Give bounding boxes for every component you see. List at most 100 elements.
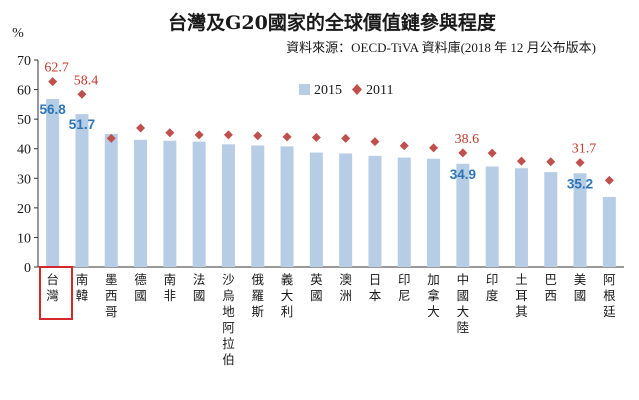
marker-2011 — [604, 175, 614, 185]
category-label-char: 阿 — [222, 320, 235, 335]
category-label-char: 廷 — [603, 304, 616, 319]
category-label-char: 韓 — [76, 288, 89, 303]
category-label-char: 法 — [193, 272, 206, 287]
bar-2015 — [134, 139, 148, 267]
category-label-char: 加 — [427, 272, 440, 287]
bar-2015 — [573, 173, 587, 267]
marker-2011 — [165, 128, 175, 138]
bar-2015 — [309, 152, 323, 267]
legend-swatch-2015 — [299, 84, 310, 95]
bar-2015 — [427, 158, 441, 267]
category-label-char: 羅 — [251, 288, 264, 303]
category-label-char: 墨 — [105, 272, 118, 287]
category-label-char: 印 — [486, 272, 499, 287]
category-label-char: 大 — [281, 288, 294, 303]
category-label-char: 其 — [515, 304, 528, 319]
marker-2011 — [546, 157, 556, 167]
category-label-char: 國 — [310, 288, 323, 303]
bar-2015 — [602, 196, 616, 267]
category-label-char: 地 — [222, 304, 235, 319]
category-label-char: 非 — [164, 288, 177, 303]
y-tick-label: 10 — [17, 231, 31, 246]
data-label-2011: 31.7 — [572, 142, 597, 157]
category-label-char: 英 — [310, 272, 323, 287]
category-label-char: 洲 — [339, 288, 352, 303]
category-label-char: 國 — [193, 288, 206, 303]
category-label-char: 南 — [76, 272, 89, 287]
category-label-char: 義 — [281, 272, 294, 287]
bar-2015 — [192, 141, 206, 267]
marker-2011 — [341, 133, 351, 143]
y-tick-label: 20 — [17, 202, 31, 217]
chart-subtitle: 資料來源：OECD-TiVA 資料庫(2018 年 12 月公布版本) — [286, 40, 596, 55]
bar-2015 — [75, 114, 89, 267]
category-label-char: 伯 — [222, 352, 235, 367]
category-label-char: 國 — [574, 288, 587, 303]
y-tick-label: 0 — [24, 261, 31, 276]
legend: 2015 2011 — [299, 83, 393, 98]
marker-2011 — [194, 130, 204, 140]
marker-2011 — [516, 156, 526, 166]
marker-2011 — [223, 130, 233, 140]
category-label-char: 尼 — [398, 288, 411, 303]
category-label-char: 巴 — [544, 272, 557, 287]
category-label-char: 根 — [603, 288, 616, 303]
category-label-char: 拿 — [427, 288, 440, 303]
bar-2015 — [46, 99, 60, 267]
bar-2015 — [221, 144, 235, 267]
bar-2015 — [163, 140, 177, 267]
category-label-char: 哥 — [105, 304, 118, 319]
data-label-2015: 51.7 — [69, 117, 95, 132]
category-label-char: 阿 — [603, 272, 616, 287]
bar-2015 — [339, 153, 353, 267]
bar-2015 — [280, 146, 294, 267]
y-tick-label: 30 — [17, 172, 31, 187]
marker-2011 — [136, 123, 146, 133]
marker-2011 — [575, 158, 585, 168]
marker-2011 — [429, 143, 439, 153]
bar-2015 — [368, 155, 382, 267]
marker-2011 — [106, 133, 116, 143]
category-label-char: 斯 — [251, 304, 264, 319]
marker-2011 — [282, 132, 292, 142]
marker-2011 — [48, 77, 58, 87]
bar-2015 — [544, 172, 558, 267]
data-label-2015: 35.2 — [567, 176, 593, 191]
category-label-char: 中 — [457, 272, 470, 287]
chart-title: 台灣及G20國家的全球價值鏈參與程度 — [168, 11, 497, 34]
marker-2011 — [399, 141, 409, 151]
category-label-char: 國 — [457, 288, 470, 303]
y-tick-label: 40 — [17, 143, 31, 158]
legend-label-2011: 2011 — [366, 83, 393, 98]
y-tick-label: 60 — [17, 84, 31, 99]
bar-2015 — [514, 168, 528, 267]
category-label-char: 烏 — [222, 288, 235, 303]
marker-2011 — [311, 132, 321, 142]
category-label-char: 大 — [457, 304, 470, 319]
y-axis-unit: % — [12, 26, 24, 41]
marker-2011 — [253, 131, 263, 141]
legend-label-2015: 2015 — [314, 83, 342, 98]
bar-2015 — [485, 166, 499, 267]
category-label-char: 大 — [427, 304, 440, 319]
marker-2011 — [77, 89, 87, 99]
category-label-char: 度 — [486, 288, 499, 303]
bar-2015 — [397, 157, 411, 267]
bar-2015 — [456, 163, 470, 267]
legend-marker-2011 — [352, 84, 362, 95]
category-label-char: 俄 — [251, 272, 264, 287]
bar-2015 — [104, 133, 118, 267]
category-label-char: 沙 — [222, 272, 235, 287]
marker-2011 — [458, 148, 468, 158]
category-label-char: 德 — [134, 272, 147, 287]
data-label-2015: 34.9 — [450, 167, 476, 182]
category-label-char: 國 — [134, 288, 147, 303]
data-label-2015: 56.8 — [40, 102, 67, 117]
category-label-char: 土 — [515, 272, 528, 287]
data-label-2011: 38.6 — [455, 132, 480, 147]
bar-2015 — [251, 145, 265, 267]
category-label-char: 利 — [281, 304, 294, 319]
category-label-char: 南 — [164, 272, 177, 287]
category-label-char: 澳 — [339, 272, 352, 287]
